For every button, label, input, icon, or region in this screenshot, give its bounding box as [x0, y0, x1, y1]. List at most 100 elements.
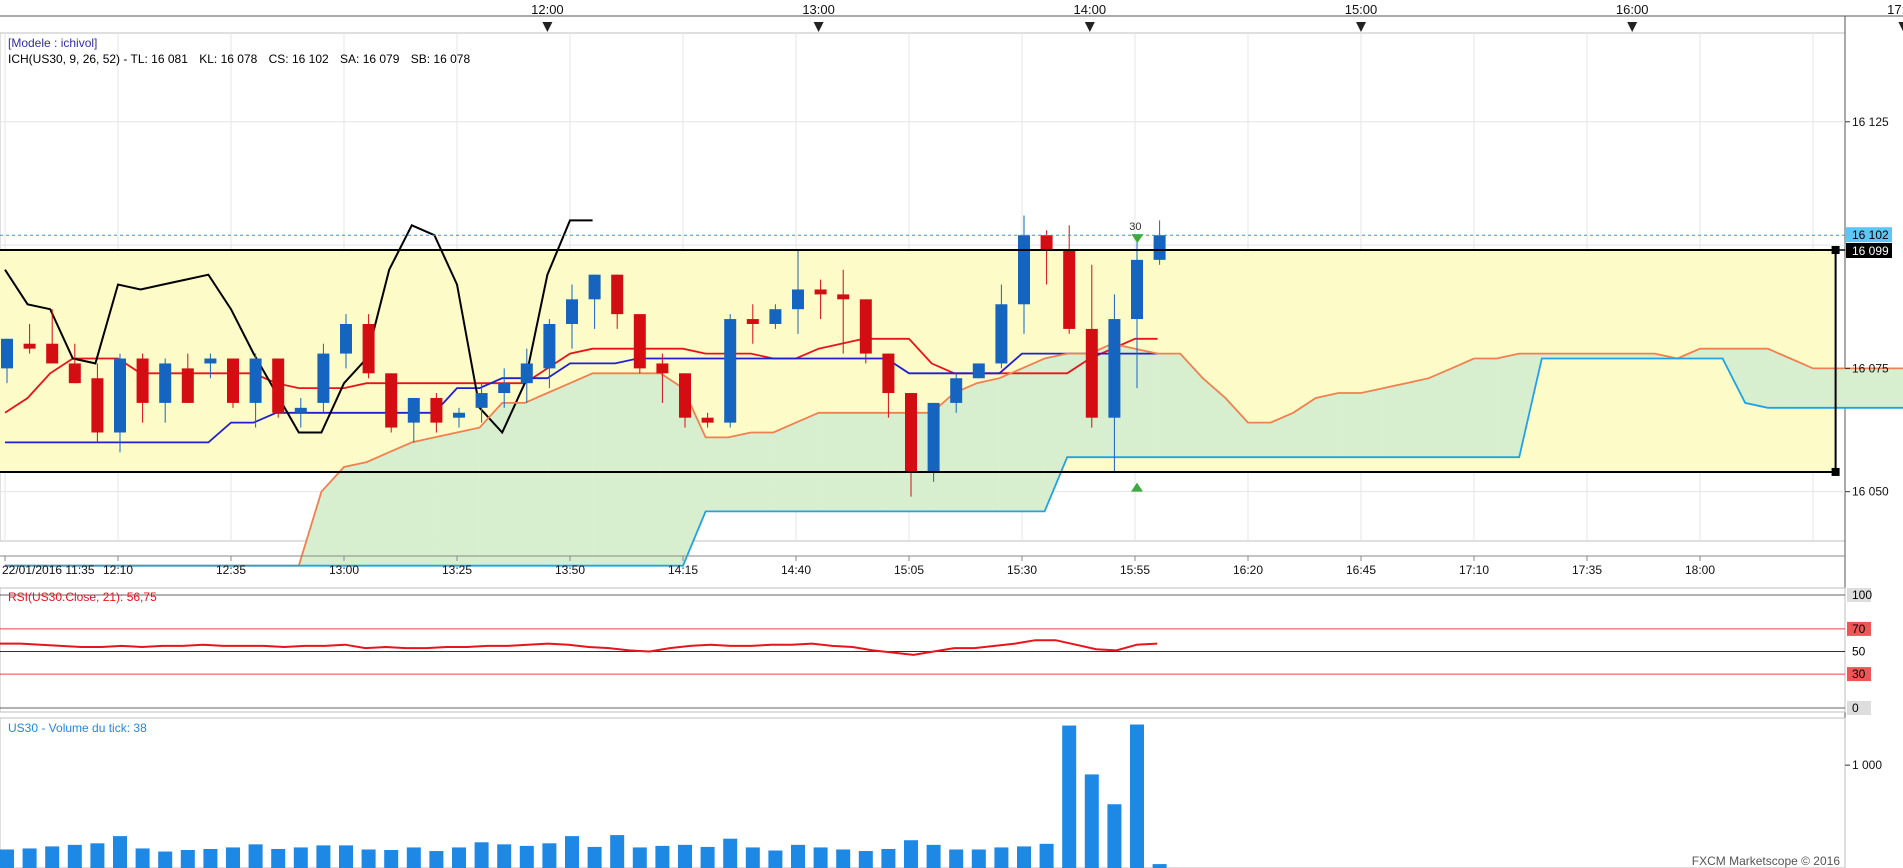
volume-bar — [949, 849, 964, 868]
top-axis-label: 15:00 — [1345, 2, 1378, 17]
candle-bull — [950, 378, 963, 403]
volume-bar — [45, 846, 60, 868]
volume-bar — [1017, 846, 1031, 868]
top-axis-tick — [1898, 22, 1903, 32]
candle-bear — [656, 363, 669, 374]
rsi-tick-tag — [1847, 667, 1871, 682]
bottom-axis-label: 14:15 — [668, 563, 698, 577]
line-cs — [4, 219, 593, 435]
candlesticks: 30 — [1, 215, 1166, 497]
volume-bar — [881, 848, 896, 868]
candle-bear — [362, 323, 375, 374]
bottom-axis-label: 22/01/2016 11:35 — [2, 563, 95, 577]
volume-panel-frame — [0, 717, 1846, 868]
cloud-segment — [592, 373, 616, 566]
top-axis-tick — [813, 22, 824, 32]
bottom-axis-label: 16:45 — [1346, 563, 1376, 577]
volume-bar — [723, 838, 738, 868]
line-kl — [5, 352, 1158, 444]
indicator-lines — [4, 219, 1903, 567]
volume-bar — [655, 845, 670, 868]
candle-bear — [91, 378, 104, 433]
cloud-segment — [434, 432, 458, 566]
rsi-tick-label: 70 — [1852, 622, 1866, 636]
bottom-axis-label: 15:30 — [1007, 563, 1037, 577]
legend-tl: ICH(US30, 9, 26, 52) - TL: 16 081 — [8, 52, 188, 66]
candle-bear — [905, 393, 917, 472]
bottom-axis-label: 17:10 — [1459, 563, 1489, 577]
candle-bull — [769, 309, 782, 324]
volume-bar — [971, 849, 986, 868]
volume-bar — [67, 844, 82, 868]
cloud-segment — [1496, 353, 1520, 458]
bottom-axis-label: 12:10 — [103, 563, 133, 577]
price-tick-label: 16 075 — [1852, 361, 1889, 375]
down-arrow-icon — [1131, 234, 1144, 244]
candle-bear — [701, 417, 714, 423]
volume-bar — [994, 847, 1009, 868]
candle-bear — [837, 294, 850, 300]
volume-bar — [632, 847, 647, 868]
top-axis-tick — [1356, 22, 1366, 32]
rsi-tick-label: 50 — [1852, 645, 1866, 659]
bottom-axis-label: 13:50 — [555, 563, 585, 577]
price-panel-labels: [Modele : ichivol] ICH(US30, 9, 26, 52) … — [8, 36, 470, 66]
volume-bar — [836, 849, 851, 868]
volume-bar — [1152, 864, 1167, 868]
rsi-tick-label: 30 — [1852, 667, 1866, 681]
bottom-axis-label: 15:05 — [894, 563, 924, 577]
range-box-border — [0, 234, 1845, 476]
volume-bar — [248, 844, 263, 868]
rsi-tick-label: 0 — [1852, 701, 1859, 715]
candle-bear — [430, 397, 443, 423]
candle-bull — [1108, 319, 1121, 418]
candle-bull — [972, 363, 985, 379]
cloud-segment — [795, 412, 819, 512]
volume-bar — [452, 847, 466, 868]
cloud-segment — [818, 412, 842, 512]
candle-bear — [611, 274, 624, 315]
candle-bear — [1040, 235, 1053, 251]
rsi-panel: 100 70 50 30 0 — [0, 588, 1872, 715]
volume-bar — [90, 843, 105, 868]
top-axis-tick — [1627, 22, 1638, 32]
top-axis-label: 13:00 — [802, 2, 835, 17]
volume-bar — [1084, 774, 1099, 868]
cloud-segment — [1812, 368, 1836, 409]
candle-bull — [1153, 235, 1166, 260]
volume-bar — [1107, 804, 1122, 868]
ichimoku-cloud — [5, 343, 1903, 566]
candle-bull — [724, 319, 737, 423]
range-box-handle — [1831, 467, 1840, 476]
candle-bull — [995, 304, 1008, 364]
volume-bar — [293, 847, 308, 868]
cloud-segment — [976, 377, 1000, 512]
volume-bar — [406, 847, 421, 868]
bottom-axis-label: 12:35 — [216, 563, 246, 577]
volume-bar — [565, 836, 579, 868]
candle-bear — [23, 343, 36, 349]
volume-bar — [1130, 724, 1144, 868]
top-axis-label: 12:00 — [531, 2, 564, 17]
bottom-axis-label: 13:25 — [442, 563, 472, 577]
top-axis-label: 17:00 — [1887, 2, 1903, 17]
cloud-segment — [1338, 392, 1362, 458]
candle-bull — [1018, 235, 1030, 305]
cloud-segment — [705, 437, 729, 512]
top-axis-tick — [542, 22, 553, 32]
cloud-segment — [999, 367, 1023, 512]
cloud-segment — [1383, 382, 1407, 458]
volume-bar — [384, 850, 399, 868]
candle-bull — [159, 363, 172, 403]
rsi-line — [0, 639, 1158, 656]
rsi-tick-tag — [1847, 701, 1871, 715]
candle-bull — [407, 397, 420, 423]
cloud-segment — [1744, 348, 1769, 409]
candle-bear — [859, 299, 872, 354]
candle-bull — [792, 289, 804, 310]
volume-title: US30 - Volume du tick: 38 — [8, 721, 147, 735]
volume-bar — [180, 850, 195, 868]
volume-bar — [339, 845, 353, 868]
candle-bull — [114, 358, 126, 433]
